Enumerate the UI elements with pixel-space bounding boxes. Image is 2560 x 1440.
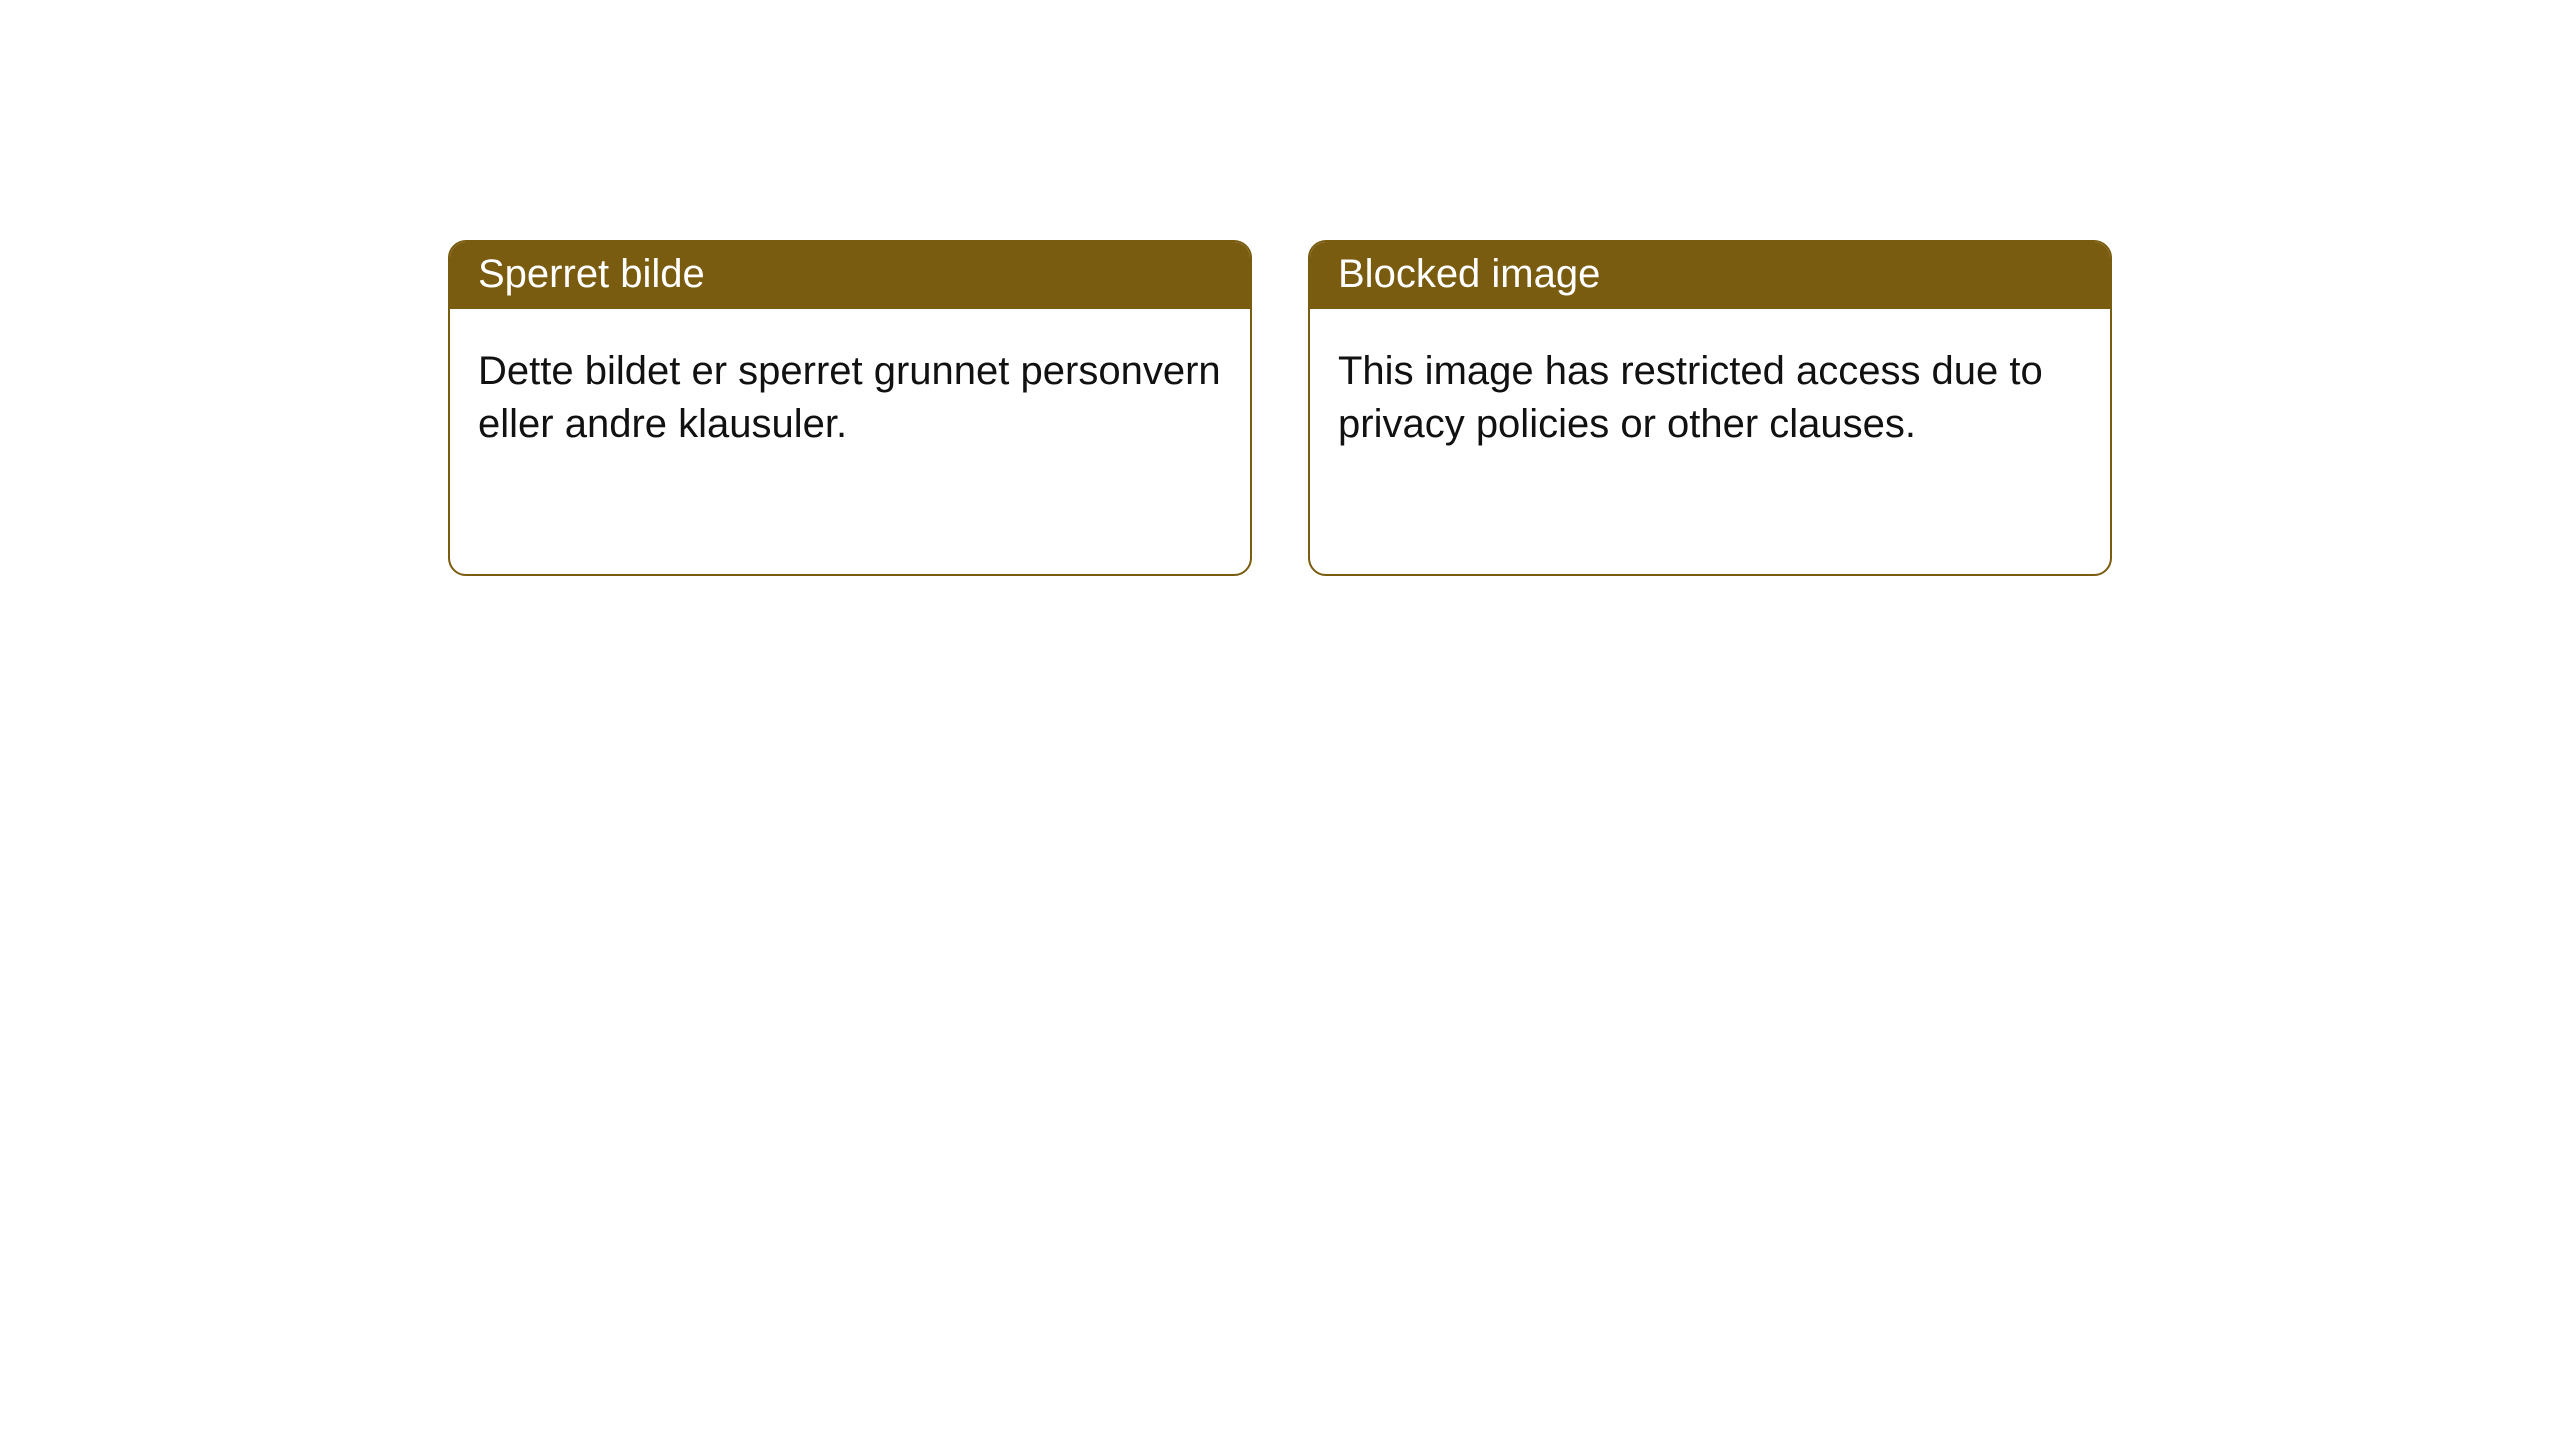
notice-card-title: Blocked image: [1310, 242, 2110, 309]
notice-card-body: This image has restricted access due to …: [1310, 309, 2110, 487]
notice-card-norwegian: Sperret bilde Dette bildet er sperret gr…: [448, 240, 1252, 576]
notice-card-title: Sperret bilde: [450, 242, 1250, 309]
notice-cards-container: Sperret bilde Dette bildet er sperret gr…: [0, 0, 2560, 576]
notice-card-english: Blocked image This image has restricted …: [1308, 240, 2112, 576]
notice-card-body: Dette bildet er sperret grunnet personve…: [450, 309, 1250, 487]
